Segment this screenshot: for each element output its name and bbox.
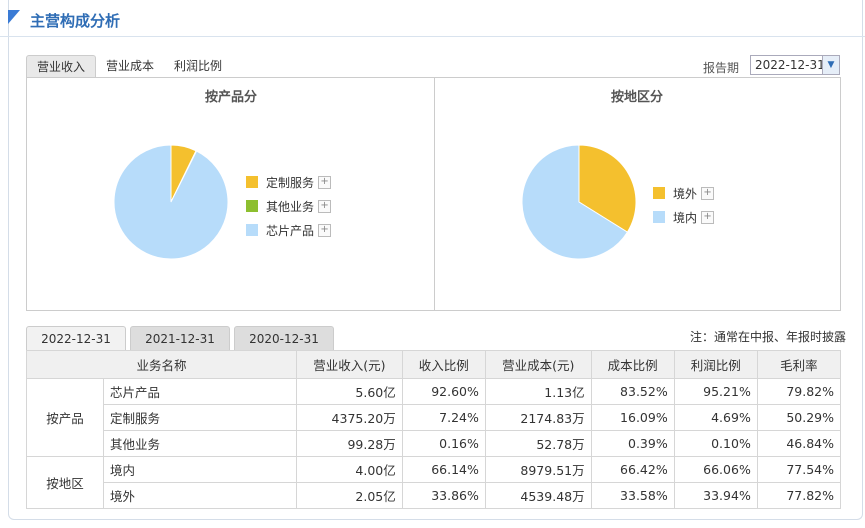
cell-revenue-ratio: 0.16% [401,430,486,457]
row-name: 芯片产品 [103,378,297,405]
top-tabs: 营业收入 营业成本 利润比例 [26,55,232,78]
period-value: 2022-12-31 [755,58,825,72]
pie-slice-1[interactable] [521,144,629,260]
cell-revenue: 5.60亿 [296,378,403,405]
chart-title-product: 按产品分 [205,90,258,105]
cell-revenue-ratio: 33.86% [401,482,486,509]
legend-label: 其他业务 [266,199,315,214]
legend-swatch [246,224,258,236]
legend-label: 境外 [673,186,698,201]
pie-chart-region [521,144,637,260]
cell-profit-ratio: 0.10% [673,430,758,457]
cell-gross-margin: 77.54% [756,456,842,483]
col-business-name: 业务名称 [26,350,297,379]
plus-icon[interactable]: + [318,175,332,189]
plus-icon[interactable]: + [318,199,332,213]
business-table: 业务名称 营业收入(元) 收入比例 营业成本(元) 成本比例 利润比例 毛利率 … [26,350,842,509]
plus-icon[interactable]: + [318,223,332,237]
cell-profit-ratio: 95.21% [673,378,758,405]
cell-gross-margin: 50.29% [756,404,842,431]
legend-swatch [653,187,665,199]
table-row: 境外 2.05亿 33.86% 4539.48万 33.58% 33.94% 7… [27,482,842,509]
legend-item-domestic: 境内 + [653,209,715,225]
chevron-down-icon[interactable]: ▼ [822,56,839,74]
cell-revenue: 4375.20万 [296,404,403,431]
cell-gross-margin: 77.82% [756,482,842,509]
period-select[interactable]: 2022-12-31 ▼ [750,55,840,75]
pie-slice-2[interactable] [113,144,229,260]
row-name: 境内 [103,456,297,483]
col-cost: 营业成本(元) [484,350,592,379]
row-name: 定制服务 [103,404,297,431]
cell-profit-ratio: 4.69% [673,404,758,431]
cell-revenue: 2.05亿 [296,482,403,509]
cell-cost-ratio: 33.58% [590,482,675,509]
legend-item-chip-product: 芯片产品 + [246,222,332,238]
tab-cost[interactable]: 营业成本 [106,59,155,73]
row-name: 其他业务 [103,430,297,457]
table-row: 按产品 芯片产品 5.60亿 92.60% 1.13亿 83.52% 95.21… [26,378,842,457]
col-gross-margin: 毛利率 [756,350,842,379]
tab-2020[interactable]: 2020-12-31 [234,326,334,350]
legend-item-other-business: 其他业务 + [246,198,332,214]
legend-swatch [246,176,258,188]
cell-cost: 2174.83万 [484,404,592,431]
chart-divider [434,78,435,310]
table-header-row: 业务名称 营业收入(元) 收入比例 营业成本(元) 成本比例 利润比例 毛利率 [26,350,842,379]
page-title: 主营构成分析 [30,12,121,30]
cell-cost-ratio: 0.39% [590,430,675,457]
cell-profit-ratio: 66.06% [673,456,758,483]
legend-swatch [246,200,258,212]
legend-label: 定制服务 [266,175,315,190]
cell-revenue-ratio: 7.24% [401,404,486,431]
col-profit-ratio: 利润比例 [673,350,758,379]
table-row: 其他业务 99.28万 0.16% 52.78万 0.39% 0.10% 46.… [27,430,842,457]
cell-revenue-ratio: 92.60% [401,378,486,405]
group-label-product: 按产品 [26,378,104,457]
plus-icon[interactable]: + [701,186,715,200]
cell-cost: 52.78万 [484,430,592,457]
cell-cost: 1.13亿 [484,378,592,405]
legend-item-custom-service: 定制服务 + [246,174,332,190]
cell-gross-margin: 46.84% [756,430,842,457]
cell-cost-ratio: 16.09% [590,404,675,431]
legend-label: 境内 [673,210,698,225]
chart-title-region: 按地区分 [611,90,664,105]
cell-gross-margin: 79.82% [756,378,842,405]
row-name: 境外 [103,482,297,509]
table-row: 定制服务 4375.20万 7.24% 2174.83万 16.09% 4.69… [27,404,842,431]
cell-cost: 8979.51万 [484,456,592,483]
col-revenue: 营业收入(元) [296,350,403,379]
tab-profit-ratio[interactable]: 利润比例 [174,59,223,73]
title-accent-icon [8,10,20,24]
cell-cost-ratio: 83.52% [590,378,675,405]
cell-cost: 4539.48万 [484,482,592,509]
period-label: 报告期 [703,61,740,75]
cell-revenue: 4.00亿 [296,456,403,483]
cell-revenue: 99.28万 [296,430,403,457]
period-tabs: 2022-12-31 2021-12-31 2020-12-31 [26,326,338,350]
table-row: 按地区 境内 4.00亿 66.14% 8979.51万 66.42% 66.0… [26,456,842,509]
legend-item-overseas: 境外 + [653,185,715,201]
disclosure-note: 注：通常在中报、年报时披露 [690,330,847,344]
legend-label: 芯片产品 [266,223,315,238]
tab-2021[interactable]: 2021-12-31 [130,326,230,350]
tab-2022[interactable]: 2022-12-31 [26,326,126,350]
cell-cost-ratio: 66.42% [590,456,675,483]
chart-area: 按产品分 按地区分 定制服务 + 其他业务 + 芯片产品 + 境外 + 境内 + [26,77,841,311]
plus-icon[interactable]: + [701,210,715,224]
legend-swatch [653,211,665,223]
cell-revenue-ratio: 66.14% [401,456,486,483]
col-cost-ratio: 成本比例 [590,350,675,379]
pie-chart-product [113,144,229,260]
title-bar: 主营构成分析 [0,0,865,37]
tab-revenue[interactable]: 营业收入 [26,55,97,78]
group-label-region: 按地区 [26,456,104,509]
cell-profit-ratio: 33.94% [673,482,758,509]
col-revenue-ratio: 收入比例 [401,350,486,379]
